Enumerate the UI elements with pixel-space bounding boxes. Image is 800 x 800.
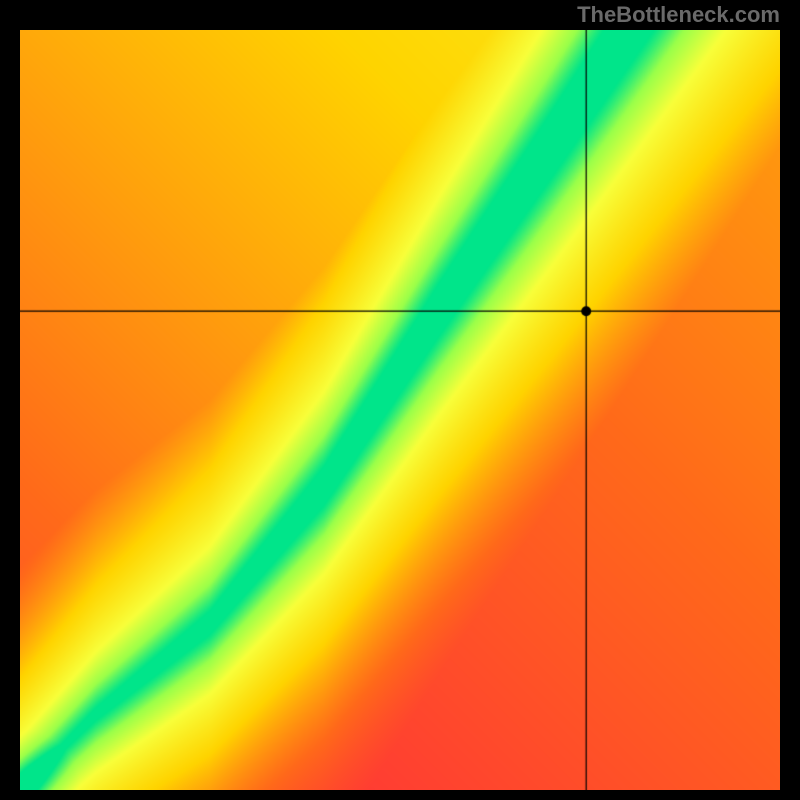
chart-container: TheBottleneck.com: [0, 0, 800, 800]
watermark-label: TheBottleneck.com: [577, 2, 780, 28]
bottleneck-heatmap-canvas: [20, 30, 780, 790]
plot-area: [20, 30, 780, 790]
